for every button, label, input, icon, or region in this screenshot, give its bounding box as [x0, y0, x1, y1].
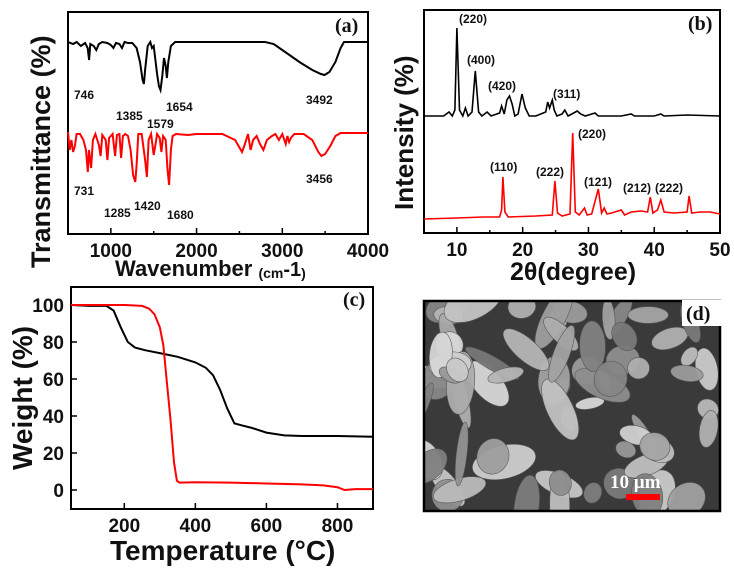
panel-d-label-bg [682, 300, 722, 326]
panel-b-y-axis-label: Intensity (%) [389, 55, 419, 210]
panel-d-label: (d) [686, 303, 710, 325]
y-tick-label: 40 [43, 407, 64, 428]
panel-b-peak-labels: (220) (400) (420) (311) (110) (222) (220) (121)… [459, 12, 683, 195]
peak-label: (212) [623, 181, 651, 195]
panel-a-peak-labels: 746 1385 1579 1654 3492 731 1285 1420 1680 3456 [74, 88, 333, 222]
x-tick-label: 10 [446, 240, 467, 261]
panel-a-x-ticks: 1000 2000 3000 4000 [90, 228, 389, 262]
peak-label: (220) [578, 127, 606, 141]
y-tick-label: 60 [43, 370, 64, 391]
panel-c-label: (c) [343, 289, 365, 311]
panel-d-sem-image: (d) 10 µm [422, 299, 722, 513]
panel-b-red-trace [423, 132, 721, 220]
x-tick-label: 50 [709, 240, 730, 261]
panel-a-ftir-chart: 1000 2000 3000 4000 746 1385 1579 1654 3492 731 1… [26, 11, 389, 281]
y-tick-label: 20 [43, 444, 64, 465]
peak-label: (121) [584, 175, 612, 189]
y-tick-label: 100 [32, 296, 64, 317]
x-tick-label: 3000 [261, 241, 303, 262]
x-tick-label: 4000 [347, 241, 389, 262]
x-tick-label: 200 [108, 516, 140, 537]
panel-b-xrd-chart: 10 20 30 40 50 (220) (400) (420) (311) (110) (222… [389, 9, 731, 286]
peak-label: (220) [459, 12, 487, 26]
panel-b-label: (b) [688, 13, 712, 35]
panel-c-frame [70, 286, 374, 510]
x-tick-label: 2000 [175, 241, 217, 262]
panel-a-black-trace [67, 39, 368, 94]
peak-label: 1680 [167, 208, 194, 222]
panel-b-x-axis-label: 2θ(degree) [510, 258, 636, 286]
panel-b-x-ticks: 10 20 30 40 50 [446, 227, 731, 261]
peak-label: (110) [490, 160, 517, 174]
panel-c-y-axis-label: Weight (%) [7, 326, 38, 470]
panel-a-label: (a) [335, 15, 358, 37]
y-tick-label: 0 [53, 481, 64, 502]
peak-label: 3456 [306, 172, 333, 186]
panel-d-frame [422, 299, 722, 513]
panel-b-black-trace [424, 27, 721, 119]
peak-label: 1420 [134, 199, 161, 213]
panel-a-red-trace [67, 130, 368, 186]
panel-a-y-axis-label: Transmittance (%) [26, 35, 56, 268]
x-tick-label: 600 [251, 516, 283, 537]
panel-a-x-axis-label: Wavenumber (cm-1) [115, 256, 306, 281]
panel-c-ticks: 200 400 600 800 0 20 40 60 80 100 [32, 296, 353, 537]
panel-c-x-axis-label: Temperature (°C) [110, 535, 335, 566]
peak-label: 1579 [147, 117, 174, 131]
panel-c-black-trace [70, 304, 374, 438]
peak-label: (420) [488, 79, 516, 93]
peak-label: 1285 [104, 206, 131, 220]
peak-label: (222) [536, 165, 564, 179]
peak-label: 1654 [166, 100, 193, 114]
peak-label: 3492 [306, 93, 333, 107]
x-tick-label: 1000 [90, 241, 132, 262]
scale-bar [626, 494, 660, 500]
peak-label: 1385 [116, 109, 143, 123]
scale-bar-text: 10 µm [610, 472, 661, 493]
panel-a-frame [67, 11, 369, 235]
x-tick-label: 30 [578, 240, 599, 261]
panel-c-red-trace [71, 304, 373, 492]
y-tick-label: 80 [43, 333, 64, 354]
x-tick-label: 20 [512, 240, 533, 261]
x-tick-label: 400 [180, 516, 212, 537]
peak-label: (400) [467, 53, 495, 67]
peak-label: 746 [74, 88, 94, 102]
panel-b-frame [423, 9, 721, 234]
peak-label: (222) [655, 181, 683, 195]
peak-label: 731 [74, 184, 94, 198]
x-tick-label: 800 [322, 516, 354, 537]
peak-label: (311) [553, 87, 580, 101]
sem-crystal-flakes [424, 301, 719, 511]
x-tick-label: 40 [644, 240, 665, 261]
